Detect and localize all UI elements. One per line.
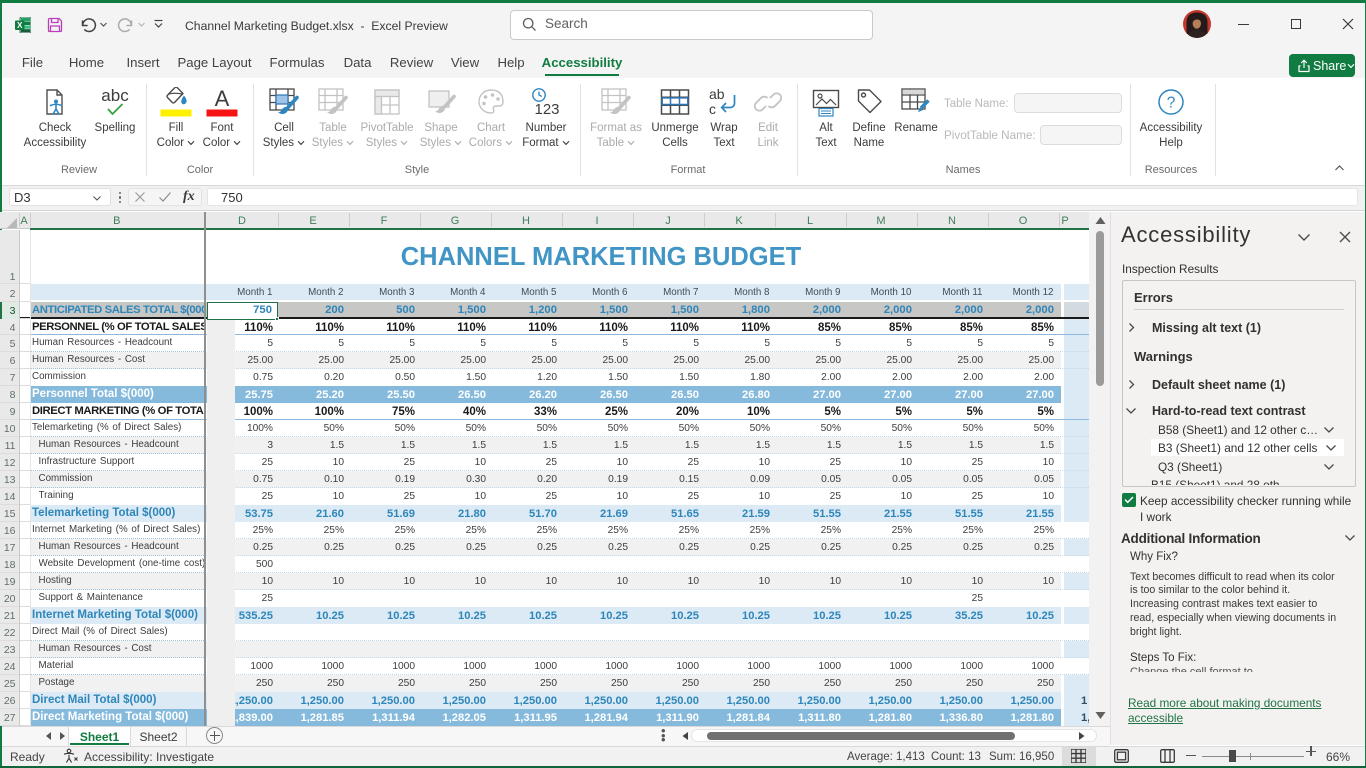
svg-text:ab: ab bbox=[709, 87, 725, 102]
svg-text:A: A bbox=[215, 87, 230, 111]
svg-text:abc: abc bbox=[101, 87, 129, 105]
svg-text:X: X bbox=[17, 21, 23, 30]
svg-text:?: ? bbox=[1167, 95, 1176, 112]
svg-text:c: c bbox=[709, 101, 716, 117]
svg-text:123: 123 bbox=[534, 101, 559, 118]
